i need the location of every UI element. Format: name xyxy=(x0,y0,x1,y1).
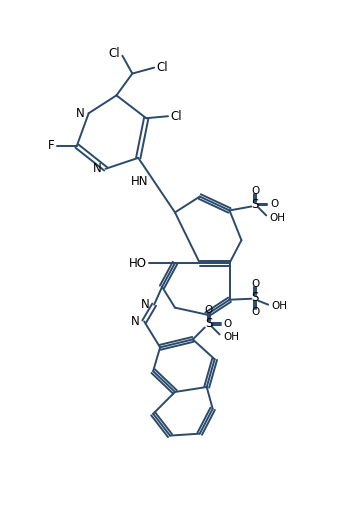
Text: O: O xyxy=(205,305,213,315)
Text: O: O xyxy=(224,319,232,329)
Text: S: S xyxy=(251,198,259,211)
Text: HO: HO xyxy=(129,256,147,270)
Text: S: S xyxy=(205,317,212,330)
Text: N: N xyxy=(130,315,139,328)
Text: HN: HN xyxy=(131,175,148,188)
Text: F: F xyxy=(48,140,55,152)
Text: OH: OH xyxy=(271,301,287,311)
Text: N: N xyxy=(93,162,101,175)
Text: S: S xyxy=(251,291,259,304)
Text: N: N xyxy=(140,298,149,311)
Text: O: O xyxy=(270,200,278,210)
Text: Cl: Cl xyxy=(109,47,120,60)
Text: O: O xyxy=(251,306,259,316)
Text: N: N xyxy=(76,107,85,119)
Text: O: O xyxy=(251,186,259,195)
Text: Cl: Cl xyxy=(170,110,182,123)
Text: OH: OH xyxy=(224,332,239,342)
Text: Cl: Cl xyxy=(156,61,168,74)
Text: O: O xyxy=(251,279,259,289)
Text: OH: OH xyxy=(269,213,285,224)
